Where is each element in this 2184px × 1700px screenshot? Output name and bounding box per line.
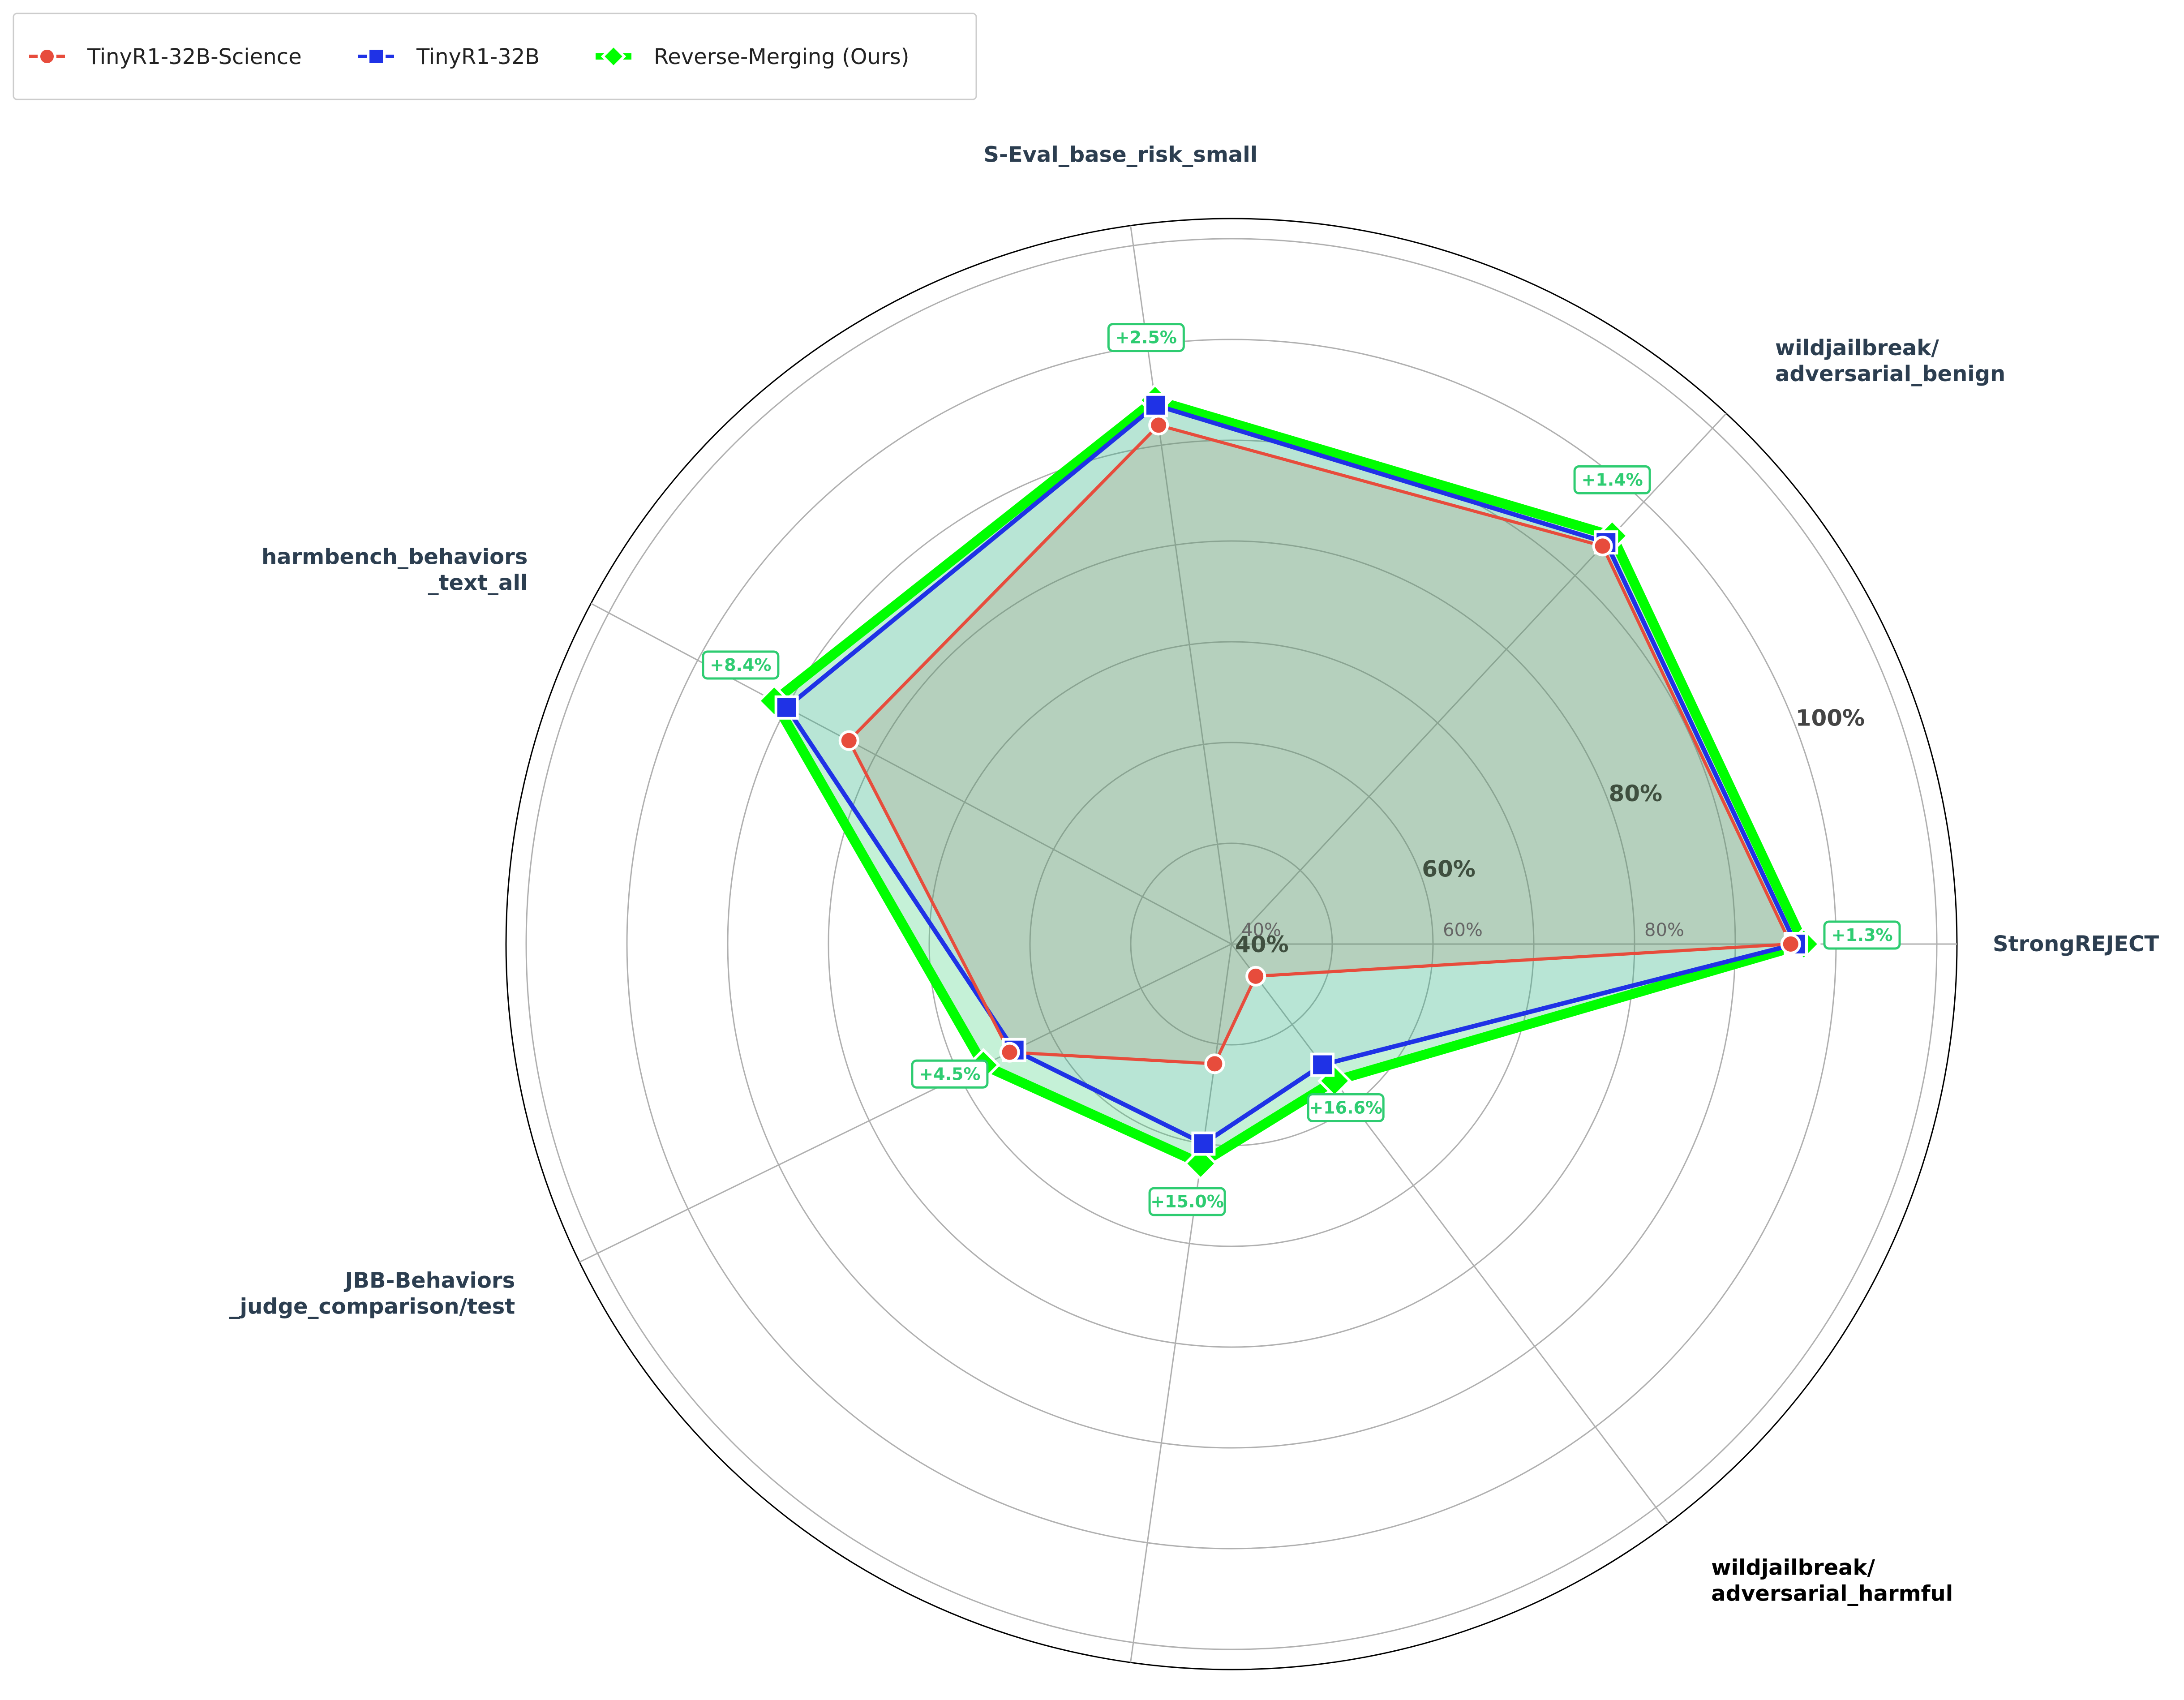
legend-entry: TinyR1-32B-Science [87,44,302,69]
spoke [579,943,1232,1263]
data-point [1148,415,1169,436]
radial-tick-label: 60% [1422,856,1476,882]
data-point [601,43,626,69]
delta-badge [1573,465,1651,494]
radar-markers [757,383,1821,1181]
data-point [1310,1052,1335,1077]
legend-entry: TinyR1-32B [416,44,540,69]
radar-fills [774,400,1804,1164]
delta-badge [702,650,780,680]
radial-tick-label-small: 60% [1443,920,1483,940]
data-point [38,47,56,66]
delta-annotation: +8.4% [702,650,780,680]
data-point [838,730,859,751]
radial-tick-label: 40% [1235,932,1289,957]
delta-text: +2.5% [1116,328,1177,348]
axis-label: StrongREJECT [1993,932,2159,957]
delta-text: +4.5% [919,1064,980,1084]
delta-annotation: +16.6% [1307,1093,1385,1122]
delta-text: +1.4% [1581,470,1643,489]
delta-annotation: +4.5% [911,1059,989,1089]
delta-badge [1107,323,1185,352]
legend-entry: Reverse-Merging (Ours) [654,44,909,69]
delta-annotation: +2.5% [1107,323,1185,352]
axis-label: harmbench_behaviors _text_all [262,544,528,595]
delta-text: +1.3% [1831,925,1892,945]
data-point [1592,536,1613,557]
data-point [367,47,386,66]
spoke [1231,944,1669,1524]
radial-tick-label: 80% [1609,781,1662,807]
radial-tick-label-small: 80% [1644,920,1684,940]
data-point [999,1042,1020,1063]
delta-badge [1823,920,1901,950]
series-line [784,403,1798,1146]
radial-tick-label: 100% [1796,705,1865,731]
axis-label: wildjailbreak/adversarial_harmful [1711,1555,1953,1606]
delta-badge [1148,1187,1226,1216]
delta-annotation: +15.0% [1148,1187,1226,1216]
series-line [847,423,1793,1065]
delta-annotation: +1.4% [1573,465,1651,494]
data-point [1780,934,1801,954]
axis-label: wildjailbreak/adversarial_benign [1775,335,2005,386]
data-point [1143,393,1168,417]
legend-box [13,13,977,100]
data-point [1204,1053,1225,1074]
legend: TinyR1-32B-Science TinyR1-32B Reverse-Merg… [13,13,977,100]
axis-label: S-Eval_base_risk_small [983,142,1257,167]
axis-label: JBB-Behaviors _judge_comparison/test [229,1268,515,1319]
delta-badge [1307,1093,1385,1122]
radar-labels: 40% 60% 80% 100% 40% 60% 80% StrongREJECT wildja… [229,142,2159,1606]
delta-annotation: +1.3% [1823,920,1901,950]
spoke [590,603,1232,945]
delta-text: +16.6% [1309,1098,1382,1117]
data-point [1183,1146,1218,1181]
series-fill [774,400,1804,1164]
spoke [1231,413,1727,945]
delta-text: +8.4% [710,655,771,675]
delta-text: +15.0% [1150,1192,1224,1211]
data-point [1191,1131,1216,1156]
delta-badge [911,1059,989,1089]
data-point [1245,966,1266,987]
radial-tick-label-small: 40% [1241,920,1281,940]
data-point [774,695,799,720]
series-fill [849,425,1791,1064]
